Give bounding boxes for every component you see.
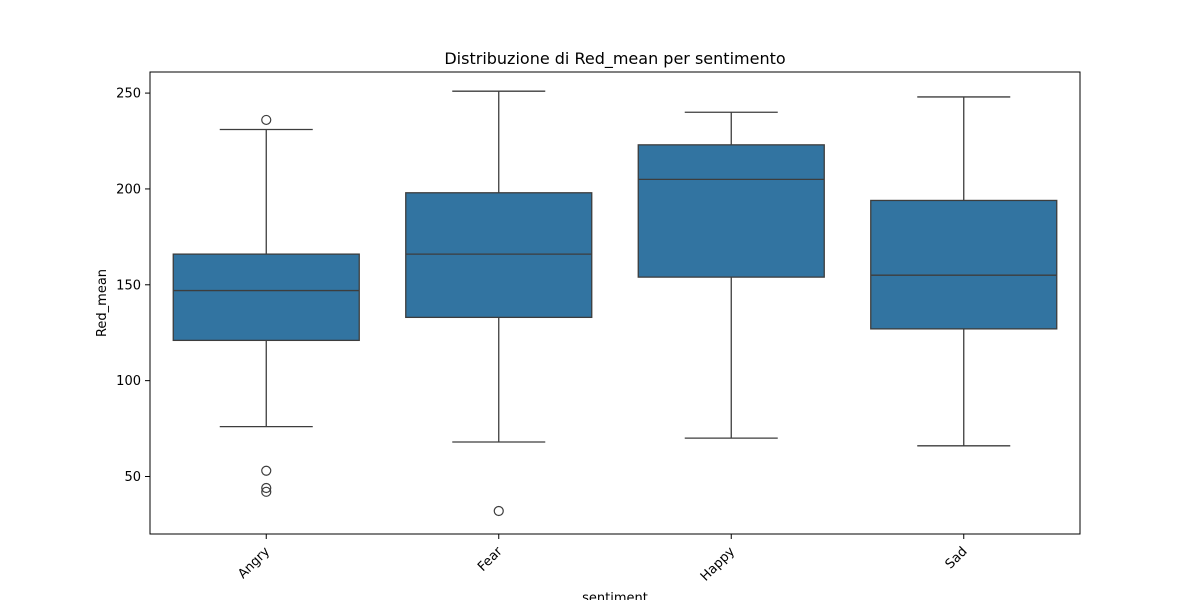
x-axis: Angry Fear Happy Sad — [235, 534, 971, 584]
y-axis-label: Red_mean — [95, 269, 110, 337]
outlier-point — [261, 465, 272, 476]
plot-frame — [149, 71, 1081, 535]
outlier-point — [493, 505, 504, 517]
plot-marks — [172, 90, 1058, 517]
x-tick-label: Fear — [475, 544, 506, 575]
box-iqr — [172, 253, 360, 342]
box-group-fear — [405, 90, 593, 517]
box-iqr — [870, 199, 1058, 330]
box-iqr — [637, 144, 825, 278]
outlier-point — [261, 486, 272, 497]
y-tick-label: 250 — [116, 87, 141, 102]
y-tick-label: 150 — [116, 278, 141, 293]
y-axis: 50 100 150 200 250 — [116, 87, 150, 485]
x-tick-label: Happy — [698, 544, 738, 584]
x-axis-label: sentiment — [582, 591, 648, 600]
y-tick-label: 200 — [116, 182, 141, 197]
outlier-point — [261, 114, 272, 126]
x-tick-label: Angry — [235, 544, 273, 582]
box-iqr — [405, 192, 593, 319]
y-tick-label: 100 — [116, 374, 141, 389]
box-group-sad — [870, 96, 1058, 447]
chart-title: Distribuzione di Red_mean per sentimento — [444, 49, 785, 69]
y-tick-label: 50 — [124, 470, 141, 485]
box-group-happy — [637, 111, 825, 439]
outlier-point — [261, 482, 272, 494]
x-tick-label: Sad — [943, 544, 971, 572]
box-group-angry — [172, 114, 360, 497]
